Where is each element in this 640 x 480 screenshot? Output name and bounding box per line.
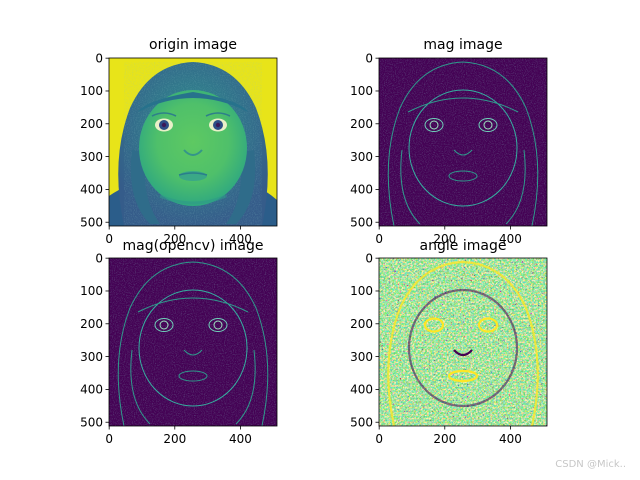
- y-tick-label: 300: [80, 350, 103, 364]
- x-tick-label: 0: [105, 432, 113, 446]
- panel-mag-opencv: [109, 258, 277, 426]
- axes-frame: [108, 257, 278, 427]
- y-tick-label: 200: [350, 317, 373, 331]
- x-tick-label: 0: [375, 232, 383, 246]
- axes-frame: [378, 257, 548, 427]
- panel-title-mag: mag image: [423, 37, 502, 53]
- image-mag: [379, 58, 547, 226]
- panel-title-origin: origin image: [149, 37, 237, 53]
- image-origin: [109, 58, 277, 226]
- panel-mag: [379, 58, 547, 226]
- x-tick-label: 400: [229, 232, 252, 246]
- x-tick-label: 400: [229, 432, 252, 446]
- y-tick-label: 100: [80, 84, 103, 98]
- y-tick-label: 0: [365, 51, 373, 65]
- y-tick-label: 0: [365, 251, 373, 265]
- x-tick-label: 200: [433, 432, 456, 446]
- x-tick-label: 0: [105, 232, 113, 246]
- y-tick-label: 200: [80, 317, 103, 331]
- y-tick-label: 300: [350, 150, 373, 164]
- y-tick-label: 0: [95, 251, 103, 265]
- y-tick-label: 300: [80, 150, 103, 164]
- x-tick-label: 0: [375, 432, 383, 446]
- y-tick-label: 0: [95, 51, 103, 65]
- y-tick-label: 400: [80, 383, 103, 397]
- x-tick-label: 400: [499, 432, 522, 446]
- x-tick-label: 200: [163, 232, 186, 246]
- image-angle: [379, 258, 547, 426]
- image-mag-opencv: [109, 258, 277, 426]
- y-tick-label: 100: [80, 284, 103, 298]
- y-tick-label: 500: [80, 415, 103, 429]
- y-tick-label: 400: [350, 383, 373, 397]
- y-tick-label: 300: [350, 350, 373, 364]
- y-tick-label: 500: [80, 215, 103, 229]
- axes-frame: [108, 57, 278, 227]
- panel-angle: [379, 258, 547, 426]
- y-tick-label: 200: [350, 117, 373, 131]
- y-tick-label: 400: [80, 183, 103, 197]
- y-tick-label: 500: [350, 215, 373, 229]
- y-tick-label: 500: [350, 415, 373, 429]
- x-tick-label: 200: [163, 432, 186, 446]
- y-tick-label: 100: [350, 84, 373, 98]
- panel-origin: [109, 58, 277, 226]
- watermark-text: CSDN @Mick..: [555, 459, 626, 470]
- panel-title-mag-opencv: mag(opencv) image: [122, 238, 263, 254]
- panel-title-angle: angle image: [420, 238, 507, 254]
- y-tick-label: 200: [80, 117, 103, 131]
- y-tick-label: 400: [350, 183, 373, 197]
- x-tick-label: 200: [433, 232, 456, 246]
- x-tick-label: 400: [499, 232, 522, 246]
- axes-frame: [378, 57, 548, 227]
- y-tick-label: 100: [350, 284, 373, 298]
